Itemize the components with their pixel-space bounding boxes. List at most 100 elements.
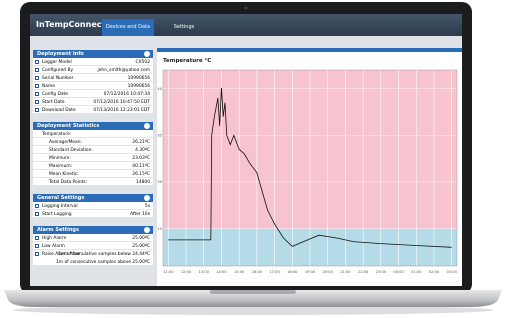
row-label: High Alarm — [42, 236, 66, 241]
row-value: 40.11ºC — [132, 164, 150, 169]
row-value: 10990656 — [128, 84, 150, 89]
row-label: Average/Mean: — [49, 140, 82, 145]
collapse-button[interactable] — [144, 227, 150, 233]
row-value: 07/13/2016 12:23:01 EDT — [93, 108, 150, 113]
x-tick-label: 22:00 — [358, 270, 369, 274]
x-tick-label: 15:00 — [234, 270, 245, 274]
row-label: Standard Deviation: — [49, 148, 93, 153]
info-row: Standard Deviation: 4.30ºC — [33, 146, 153, 154]
row-value: 26.21ºC — [132, 140, 150, 145]
page: InTempConnect Devices and DataSettings D… — [0, 0, 506, 318]
row-icon — [35, 236, 39, 240]
row-value: 26.15ºC — [132, 172, 150, 177]
x-tick-label: 14:00 — [216, 270, 227, 274]
y-tick-label: 40 — [157, 87, 162, 91]
row-label: Serial Number — [42, 76, 73, 81]
row-label: Start Logging — [42, 212, 72, 217]
panel-header: Deployment Info — [33, 50, 153, 58]
info-row: Temperature: — [33, 130, 153, 138]
info-row: Name 10990656 — [33, 82, 153, 90]
info-row: Download Date 07/13/2016 12:23:01 EDT — [33, 106, 153, 114]
row-icon — [35, 204, 39, 208]
x-tick-label: 20:00 — [323, 270, 334, 274]
row-icon — [35, 60, 39, 64]
collapse-button[interactable] — [144, 195, 150, 201]
x-tick-label: 17:00 — [269, 270, 280, 274]
x-tick-label: 19:00 — [305, 270, 316, 274]
row-icon — [35, 212, 39, 216]
notch — [210, 290, 296, 294]
row-icon — [35, 252, 39, 256]
row-label: Mean Kinetic: — [49, 172, 79, 177]
row-label: Config Date — [42, 92, 68, 97]
row-label: Total Data Points: — [49, 180, 87, 185]
x-tick-label: 02:00 — [429, 270, 440, 274]
row-value: 5s — [145, 204, 150, 209]
row-value: 07/12/2016 10:47:34 — [104, 92, 150, 97]
webcam — [245, 7, 248, 10]
info-row: Start Logging After 10s — [33, 210, 153, 218]
row-label: Low Alarm — [42, 244, 65, 249]
info-row: Maximum:40.11ºC — [33, 162, 153, 170]
x-tick-label: 23:00 — [376, 270, 387, 274]
row-value: 1m of cumulative samples below 24.44ºC — [58, 252, 150, 257]
x-tick-label: 21:00 — [340, 270, 351, 274]
panel-header: Deployment Statistics — [33, 122, 153, 130]
row-label: Start Date — [42, 100, 65, 105]
info-row: High Alarm 25.00ºC — [33, 234, 153, 242]
row-value: 4.30ºC — [135, 148, 150, 153]
x-tick-label: 03:00 — [447, 270, 458, 274]
info-row: Start Date 07/12/2016 10:47:50 EDT — [33, 98, 153, 106]
row-value: 07/12/2016 10:47:50 EDT — [93, 100, 150, 105]
collapse-button[interactable] — [144, 51, 150, 57]
row-label: Temperature: — [42, 132, 71, 137]
info-row: Average/Mean: 26.21ºC — [33, 138, 153, 146]
row-label: Logger Model — [42, 60, 72, 65]
info-row: Mean Kinetic: 26.15ºC — [33, 170, 153, 178]
row-value: 23.03ºC — [132, 156, 150, 161]
row-value: 25.00ºC — [132, 236, 150, 241]
info-row: Logging Interval5s — [33, 202, 153, 210]
panel-title: Alarm Settings — [37, 226, 79, 234]
panel-header: General Settings — [33, 194, 153, 202]
x-tick-label: 13:00 — [199, 270, 210, 274]
panel-title: Deployment Info — [37, 50, 84, 58]
row-label: Minimum: — [49, 156, 71, 161]
row-value: 25.00ºC — [132, 244, 150, 249]
row-label: Configured By — [42, 68, 73, 73]
row-icon — [35, 84, 39, 88]
row-value: john_smith@yahoo.com — [98, 68, 151, 73]
chart-title: Temperature °C — [163, 58, 211, 64]
x-tick-label: 18:00 — [287, 270, 298, 274]
info-row: Minimum: 23.03ºC — [33, 154, 153, 162]
row-value: 1m of consecutive samples above 25.00ºC — [56, 260, 150, 265]
row-label: Download Date — [42, 108, 76, 113]
x-tick-label: 16:00 — [252, 270, 263, 274]
row-value: 14800 — [136, 180, 150, 185]
row-icon — [35, 100, 39, 104]
panel-title: General Settings — [37, 194, 84, 202]
info-row: Configured By john_smith@yahoo.com — [33, 66, 153, 74]
x-tick-label: 00:00 — [393, 270, 404, 274]
row-icon — [35, 76, 39, 80]
y-tick-label: 30 — [157, 180, 162, 184]
y-tick-label: 35 — [157, 134, 162, 138]
panel-header: Alarm Settings — [33, 226, 153, 234]
row-value: After 10s — [130, 212, 150, 217]
x-tick-label: 11:00 — [163, 270, 174, 274]
row-icon — [35, 92, 39, 96]
row-label: Name — [42, 84, 55, 89]
row-icon — [35, 68, 39, 72]
info-row: Low Alarm 25.00ºC — [33, 242, 153, 250]
nav-tab[interactable]: Settings — [158, 19, 210, 36]
info-row: Config Date 07/12/2016 10:47:34 — [33, 90, 153, 98]
panel-title: Deployment Statistics — [37, 122, 99, 130]
collapse-button[interactable] — [144, 123, 150, 129]
y-tick-label: 25 — [157, 227, 162, 231]
